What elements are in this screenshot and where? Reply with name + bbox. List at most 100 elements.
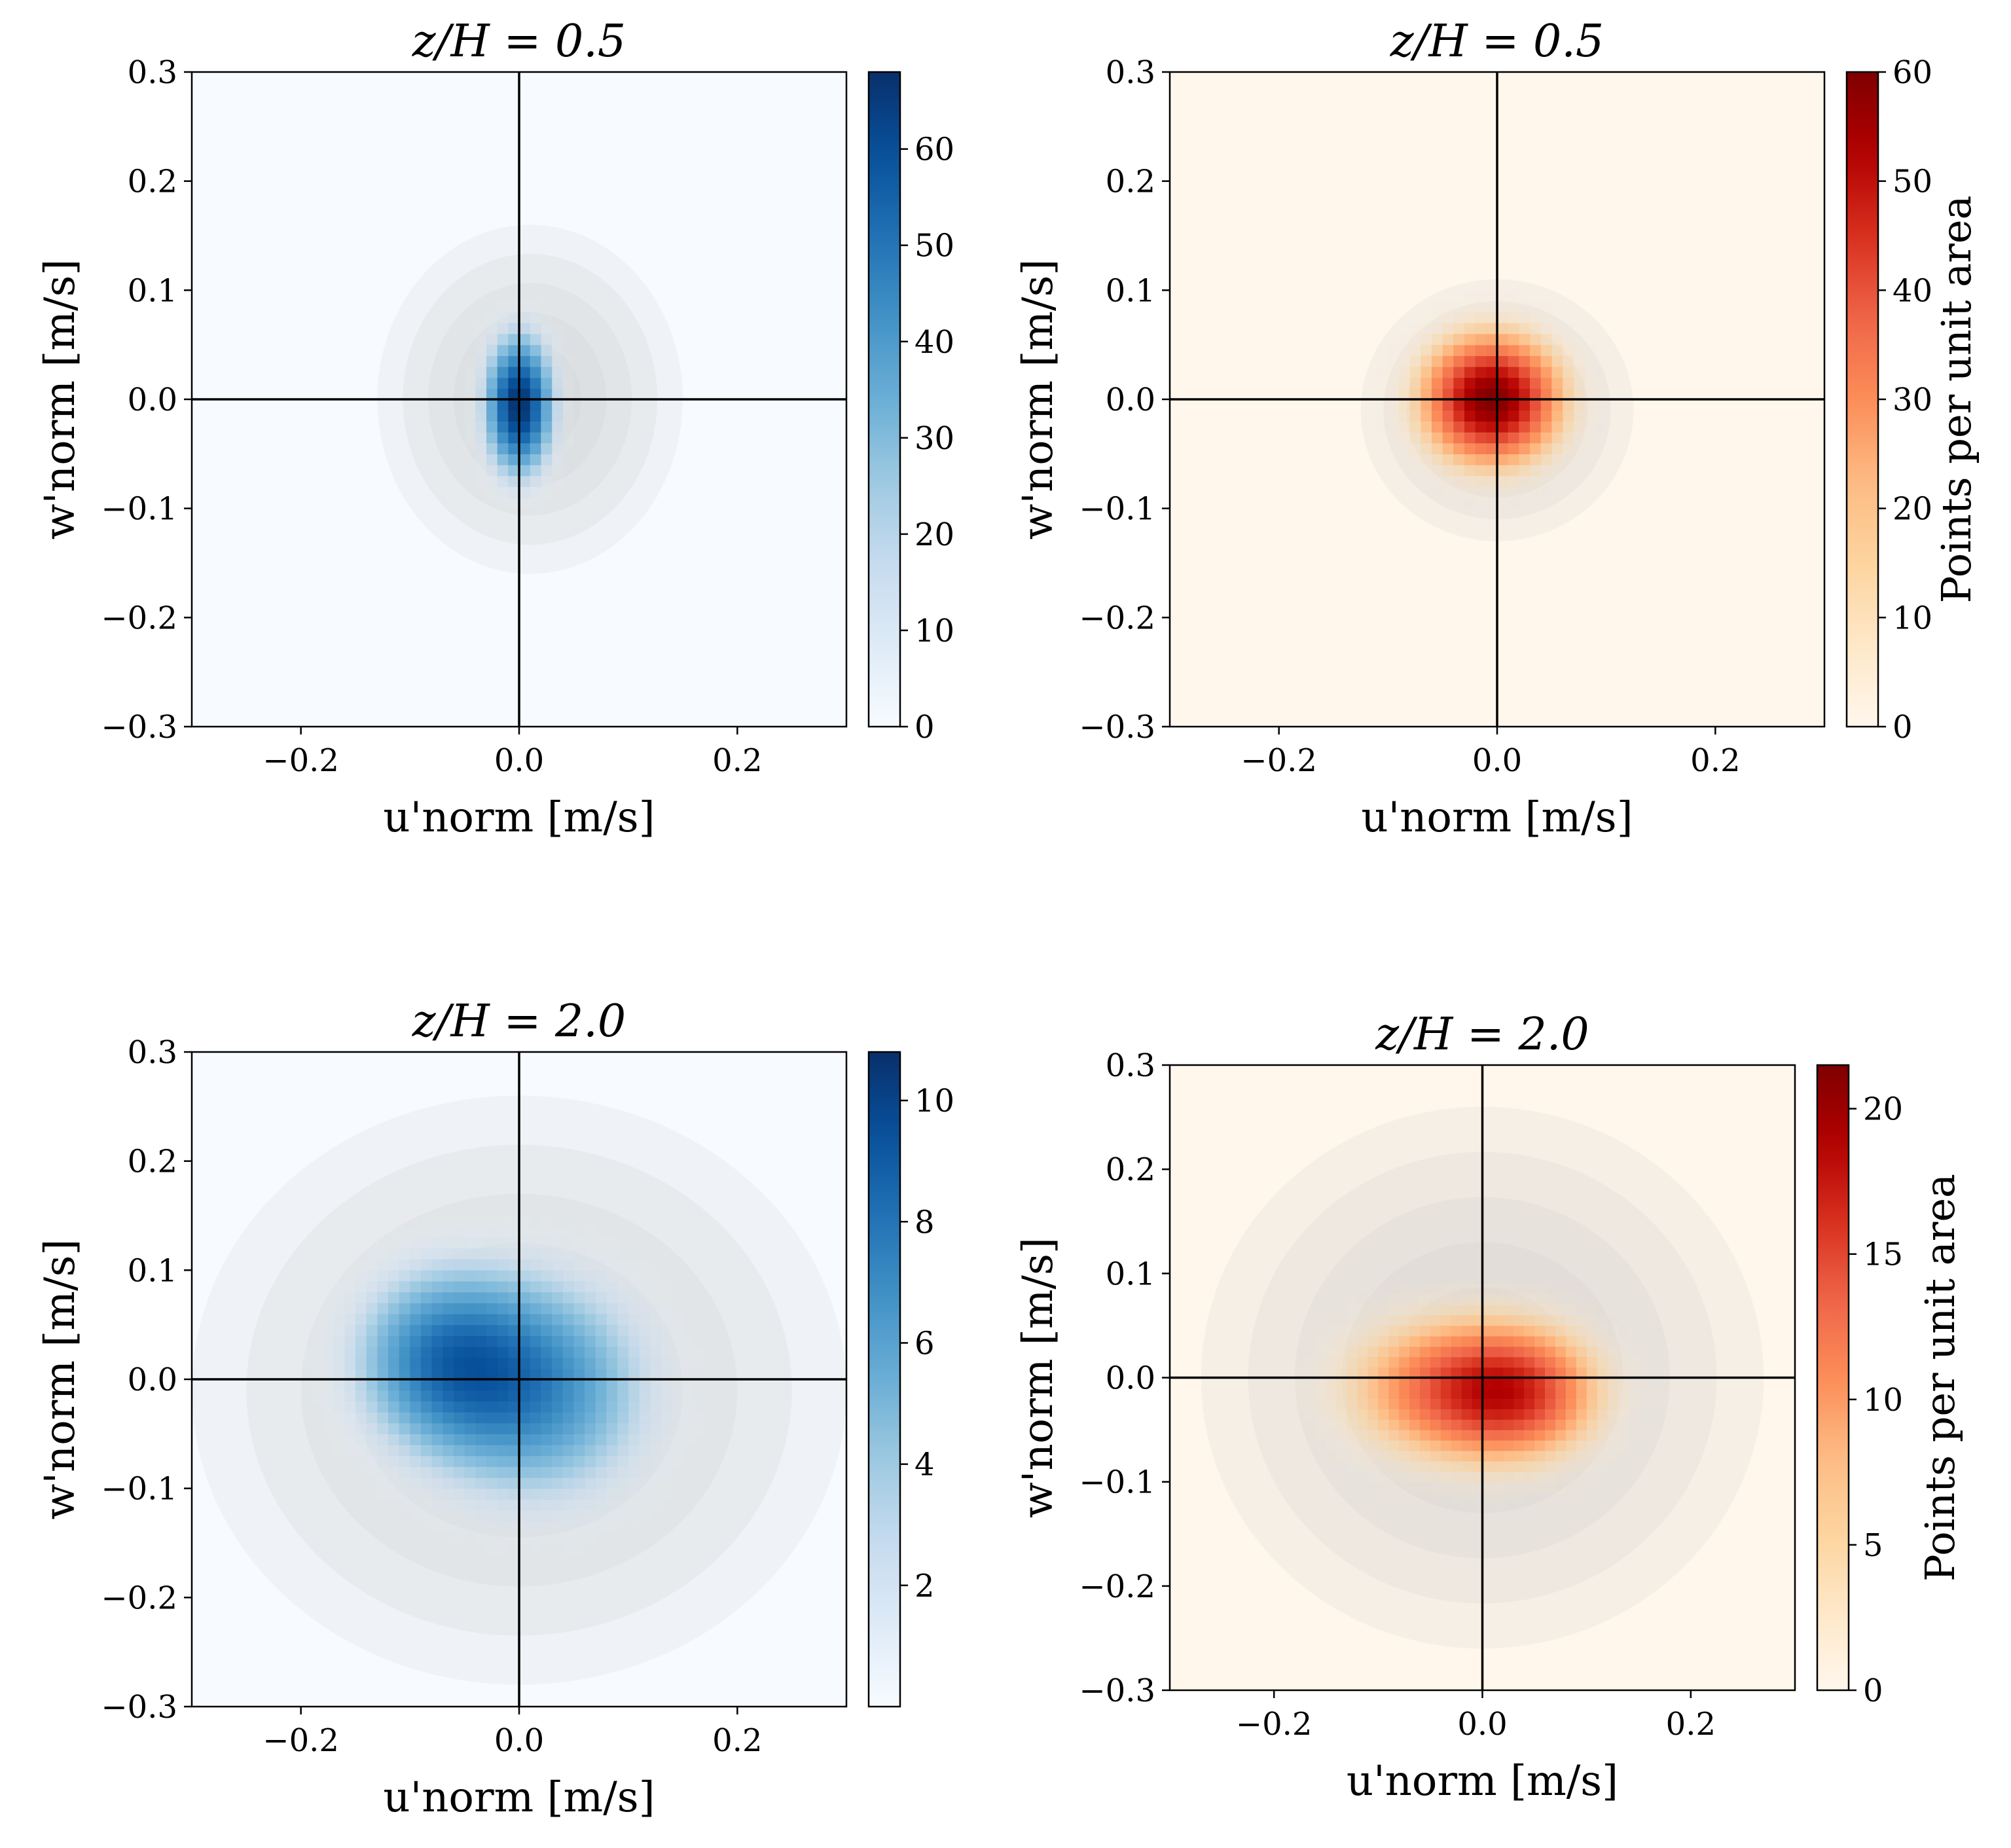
density-cell <box>1315 1325 1327 1337</box>
density-cell <box>486 323 498 335</box>
density-cell <box>1555 1398 1567 1409</box>
density-cell <box>1472 1492 1483 1504</box>
density-cell <box>366 1412 378 1424</box>
density-cell <box>1540 377 1552 389</box>
density-cell <box>1464 498 1476 509</box>
density-cell <box>497 312 509 323</box>
density-cell <box>1555 1430 1567 1441</box>
density-cell <box>573 1401 585 1413</box>
density-cell <box>1597 1367 1608 1379</box>
density-cell <box>530 1259 541 1271</box>
density-cell <box>1573 410 1585 422</box>
density-cell <box>1565 1294 1577 1305</box>
density-cell <box>443 1205 454 1216</box>
density-cell <box>617 1270 629 1282</box>
density-cell <box>465 345 476 356</box>
y-tick-label: 0.1 <box>128 272 177 309</box>
density-cell <box>1464 475 1476 487</box>
density-cell <box>672 1390 683 1402</box>
density-cell <box>1305 1430 1316 1441</box>
density-cell <box>1464 323 1476 335</box>
density-cell <box>1420 1430 1431 1441</box>
density-cell <box>530 1226 541 1238</box>
density-cell <box>639 1488 651 1500</box>
density-cell <box>1464 301 1476 313</box>
density-cell <box>475 1477 487 1489</box>
density-cell <box>454 1205 465 1216</box>
density-cell <box>388 1314 400 1326</box>
density-cell <box>1305 1409 1316 1420</box>
density-cell <box>421 1237 433 1249</box>
density-cell <box>519 454 531 465</box>
density-cell <box>1513 1460 1525 1472</box>
density-cell <box>672 1477 683 1489</box>
density-cell <box>486 1521 498 1532</box>
density-cell <box>1451 1377 1462 1389</box>
density-cell <box>1357 1430 1369 1441</box>
density-cell <box>486 1303 498 1314</box>
density-cell <box>595 1532 607 1544</box>
density-cell <box>410 1401 422 1413</box>
density-cell <box>377 1488 389 1500</box>
density-cell <box>366 1270 378 1282</box>
density-cell <box>552 1510 564 1522</box>
density-cell <box>1586 1440 1598 1451</box>
density-cell <box>1472 1450 1483 1462</box>
density-cell <box>344 1324 356 1336</box>
density-cell <box>301 1314 312 1325</box>
density-cell <box>562 1543 574 1555</box>
colorbar-tick-label: 40 <box>1893 272 1932 309</box>
density-cell <box>486 1347 498 1358</box>
density-cell <box>519 421 531 433</box>
density-cell <box>465 1543 476 1554</box>
density-cell <box>1573 367 1585 378</box>
density-cell <box>508 1205 520 1216</box>
density-cell <box>497 432 509 444</box>
density-cell <box>650 1499 662 1511</box>
y-axis-label: w'norm [m/s] <box>1014 259 1062 540</box>
density-cell <box>301 1303 312 1314</box>
density-cell <box>1597 1305 1608 1316</box>
density-cell <box>650 1259 661 1271</box>
density-cell <box>585 1303 596 1314</box>
density-cell <box>366 1477 378 1489</box>
density-cell <box>1388 1284 1400 1295</box>
density-cell <box>672 1335 683 1347</box>
density-cell <box>1377 399 1388 411</box>
density-cell <box>1453 367 1465 378</box>
density-cell <box>312 1303 323 1314</box>
density-cell <box>541 1248 553 1260</box>
density-cell <box>344 1422 356 1434</box>
density-cell <box>454 1357 465 1369</box>
density-cell <box>475 1314 487 1326</box>
density-cell <box>486 475 498 487</box>
density-cell <box>1461 1315 1473 1326</box>
density-cell <box>661 1422 672 1434</box>
density-cell <box>1326 1430 1337 1441</box>
density-cell <box>1440 1460 1452 1472</box>
density-cell <box>541 443 553 454</box>
density-cell <box>1565 1325 1577 1337</box>
density-cell <box>1388 1335 1400 1347</box>
density-cell <box>454 1445 465 1457</box>
density-cell <box>1472 1305 1483 1316</box>
density-cell <box>1519 475 1531 487</box>
density-cell <box>541 1488 553 1500</box>
density-cell <box>497 1510 509 1522</box>
density-cell <box>344 1248 356 1260</box>
density-cell <box>628 1466 640 1478</box>
density-cell <box>366 1347 378 1358</box>
density-cell <box>1399 1346 1410 1358</box>
y-tick-label: 0.3 <box>128 1034 177 1071</box>
density-cell <box>1461 1284 1473 1295</box>
density-cell <box>1607 1398 1619 1409</box>
density-cell <box>464 1521 476 1532</box>
density-cell <box>1421 432 1432 444</box>
density-cell <box>1586 1335 1598 1347</box>
density-cell <box>1420 1388 1431 1399</box>
density-cell <box>431 1324 443 1336</box>
density-cell <box>585 1237 596 1249</box>
density-cell <box>1628 1377 1639 1389</box>
density-cell <box>1368 1367 1379 1379</box>
density-cell <box>486 377 498 389</box>
